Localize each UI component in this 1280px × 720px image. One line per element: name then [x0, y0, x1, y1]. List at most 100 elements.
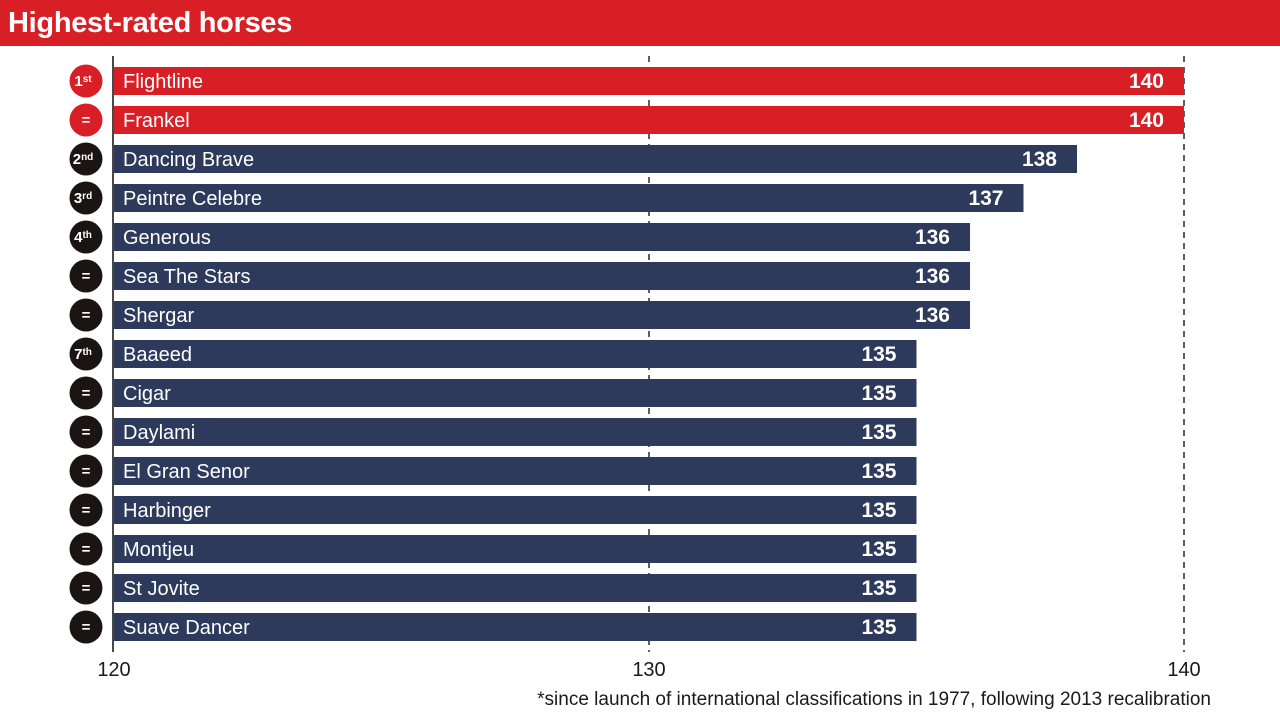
bar	[114, 184, 1024, 212]
horse-name: Flightline	[123, 71, 203, 93]
bar	[114, 613, 917, 641]
value-label: 135	[861, 499, 896, 522]
value-label: 135	[861, 382, 896, 405]
rank-label: =	[82, 463, 91, 480]
bar-row: 4th Generous 136	[69, 220, 970, 254]
bar-row: = Cigar 135	[69, 376, 917, 410]
rank-label: =	[82, 307, 91, 324]
rank-number: =	[82, 112, 91, 129]
rank-badge	[69, 220, 103, 254]
horse-name: Peintre Celebre	[123, 188, 262, 210]
bar-row: = Shergar 136	[69, 298, 970, 332]
horse-name: El Gran Senor	[123, 461, 250, 483]
rank-number: =	[82, 268, 91, 285]
rank-badge	[69, 298, 103, 332]
rank-number: =	[82, 541, 91, 558]
rank-label: =	[82, 424, 91, 441]
bar-row: = Harbinger 135	[69, 493, 917, 527]
bar	[114, 262, 970, 290]
rank-suffix: th	[82, 230, 91, 241]
rank-number: =	[82, 502, 91, 519]
rank-label: =	[82, 580, 91, 597]
rank-badge	[69, 337, 103, 371]
value-label: 136	[915, 265, 950, 288]
value-label: 136	[915, 304, 950, 327]
bar	[114, 106, 1184, 134]
bar	[114, 223, 970, 251]
bar-chart: 1st Flightline 140 = Frankel 140 2nd Dancing Br…	[69, 56, 1201, 681]
bar	[114, 340, 917, 368]
rank-badge	[69, 493, 103, 527]
bar-row: 2nd Dancing Brave 138	[69, 142, 1077, 176]
bar	[114, 418, 917, 446]
bar-row: 3rd Peintre Celebre 137	[69, 181, 1024, 215]
bar	[114, 574, 917, 602]
horse-name: Cigar	[123, 383, 171, 405]
horse-name: Frankel	[123, 110, 190, 132]
chart-title: Highest-rated horses	[8, 7, 293, 39]
bar	[114, 67, 1184, 95]
rank-suffix: nd	[81, 152, 93, 163]
bar-row: = Montjeu 135	[69, 532, 917, 566]
bar-row: = Sea The Stars 136	[69, 259, 970, 293]
rank-number: =	[82, 463, 91, 480]
horse-name: St Jovite	[123, 578, 200, 600]
rank-number: =	[82, 619, 91, 636]
rank-number: =	[82, 385, 91, 402]
rank-number: 7	[74, 346, 82, 363]
rank-badge	[69, 454, 103, 488]
bars: 1st Flightline 140 = Frankel 140 2nd Dancing Br…	[69, 64, 1184, 644]
rank-badge	[69, 532, 103, 566]
horse-name: Harbinger	[123, 500, 211, 522]
rank-badge	[69, 259, 103, 293]
bar-row: = El Gran Senor 135	[69, 454, 917, 488]
value-label: 135	[861, 343, 896, 366]
horse-name: Shergar	[123, 305, 194, 327]
value-label: 135	[861, 460, 896, 483]
rank-suffix: th	[82, 347, 91, 358]
bar-row: = Daylami 135	[69, 415, 917, 449]
horse-name: Montjeu	[123, 539, 194, 561]
rank-badge	[69, 181, 103, 215]
rank-label: 1st	[74, 73, 92, 90]
tick-label: 140	[1167, 659, 1200, 681]
bar	[114, 301, 970, 329]
horse-name: Dancing Brave	[123, 149, 254, 171]
rank-suffix: rd	[82, 191, 92, 202]
value-label: 135	[861, 616, 896, 639]
bar	[114, 379, 917, 407]
rank-number: 4	[74, 229, 83, 246]
x-axis-ticks: 120 130 140	[97, 659, 1200, 681]
rank-label: =	[82, 385, 91, 402]
rank-label: =	[82, 619, 91, 636]
rank-badge	[69, 142, 103, 176]
horse-name: Generous	[123, 227, 211, 249]
bar-row: 1st Flightline 140	[69, 64, 1184, 98]
tick-label: 130	[632, 659, 665, 681]
rank-number: 1	[74, 73, 82, 90]
rank-label: =	[82, 502, 91, 519]
value-label: 140	[1129, 109, 1164, 132]
rank-number: =	[82, 424, 91, 441]
rank-badge	[69, 415, 103, 449]
bar	[114, 496, 917, 524]
rank-number: 2	[73, 151, 81, 168]
rank-label: =	[82, 112, 91, 129]
value-label: 138	[1022, 148, 1057, 171]
horse-name: Daylami	[123, 422, 195, 444]
rank-suffix: st	[83, 74, 93, 85]
rank-badge	[69, 571, 103, 605]
rank-number: =	[82, 580, 91, 597]
value-label: 140	[1129, 70, 1164, 93]
rank-badge	[69, 610, 103, 644]
bar-row: 7th Baaeed 135	[69, 337, 917, 371]
rank-label: =	[82, 268, 91, 285]
bar	[114, 457, 917, 485]
bar-row: = St Jovite 135	[69, 571, 917, 605]
bar-row: = Frankel 140	[69, 103, 1184, 137]
horse-name: Suave Dancer	[123, 617, 250, 639]
rank-label: 2nd	[73, 151, 94, 168]
footnote: *since launch of international classific…	[537, 689, 1211, 710]
value-label: 136	[915, 226, 950, 249]
value-label: 135	[861, 421, 896, 444]
